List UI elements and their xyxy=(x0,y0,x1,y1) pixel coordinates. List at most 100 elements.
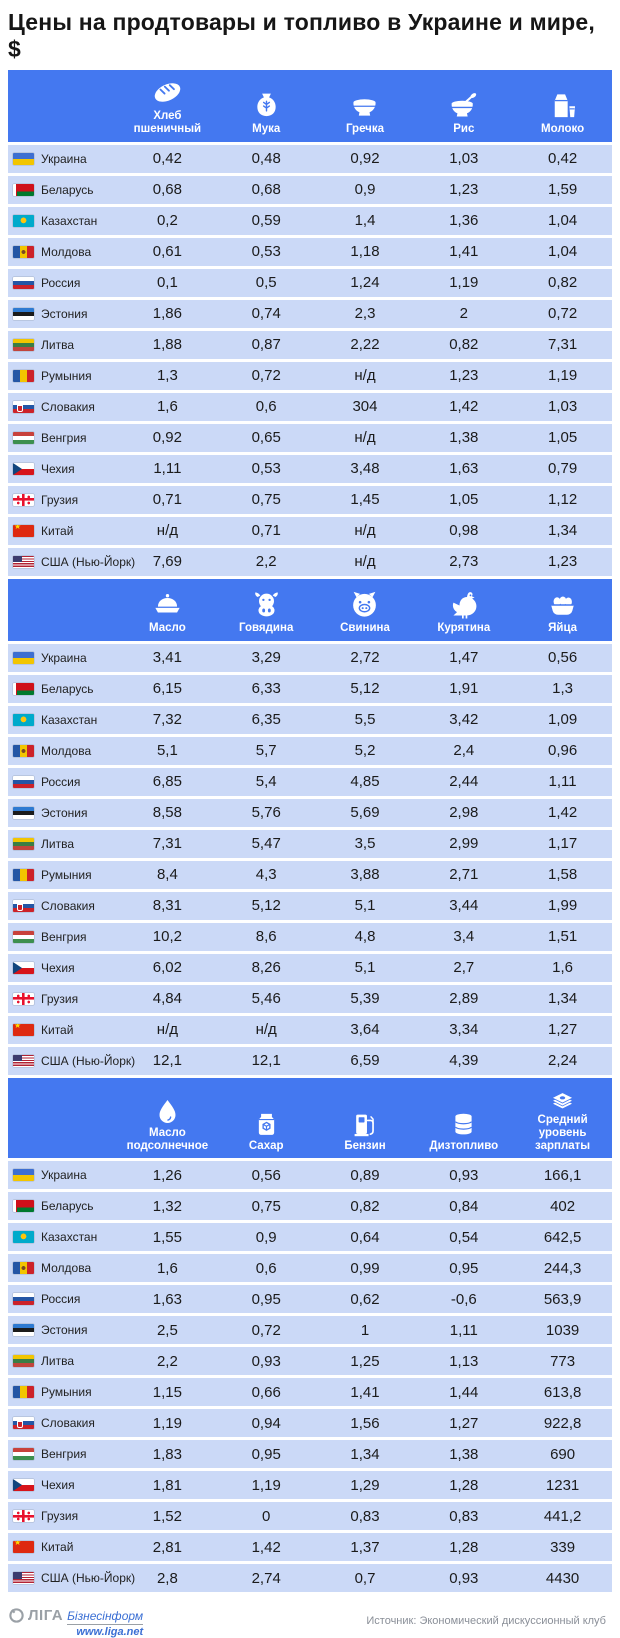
price-value: 5,5 xyxy=(354,711,376,729)
price-value: 1,52 xyxy=(152,1507,182,1525)
price-value: 1,05 xyxy=(449,491,479,509)
price-value: 1,37 xyxy=(350,1538,380,1556)
price-value: 613,8 xyxy=(543,1383,582,1401)
price-value: 1,23 xyxy=(449,181,479,199)
country-cell: Чехия xyxy=(8,961,118,975)
price-value: 1,56 xyxy=(350,1414,380,1432)
price-value: 7,32 xyxy=(152,711,182,729)
price-value: 3,44 xyxy=(449,897,479,915)
price-value: 1,47 xyxy=(449,649,479,667)
price-value: 0,59 xyxy=(251,212,281,230)
country-name: Румыния xyxy=(41,1385,92,1400)
salary-icon xyxy=(549,1085,576,1112)
price-value: 0,72 xyxy=(251,367,281,385)
buckwheat-icon xyxy=(349,90,380,121)
price-value: 5,4 xyxy=(255,773,277,791)
price-value: 0,82 xyxy=(547,274,578,292)
price-value: 1,27 xyxy=(547,1021,578,1039)
price-value: 7,31 xyxy=(152,835,182,853)
price-value: 1,42 xyxy=(547,804,578,822)
price-value: 12,1 xyxy=(152,1052,182,1070)
country-name: Молдова xyxy=(41,743,92,758)
flag-estonia-icon xyxy=(13,1324,34,1337)
country-cell: Литва xyxy=(8,837,118,851)
footer: ЛІГА Бізнесінформ www.liga.net Источник:… xyxy=(0,1595,620,1638)
country-name: Литва xyxy=(41,1354,74,1369)
table-row-slovakia: Словакия 1,6 0,6 304 1,42 1,03 xyxy=(8,392,612,421)
price-value: 1,58 xyxy=(547,866,578,884)
price-value: 0,95 xyxy=(449,1259,479,1277)
country-name: США (Нью-Йорк) xyxy=(41,554,136,569)
country-cell: Украина xyxy=(8,152,118,166)
price-value: 1,32 xyxy=(152,1197,182,1215)
price-value: 2,81 xyxy=(152,1538,182,1556)
price-value: 0,42 xyxy=(547,150,578,168)
country-cell: Китай xyxy=(8,1023,118,1037)
table-row-czechia: Чехия 1,81 1,19 1,29 1,28 1231 xyxy=(8,1471,612,1500)
price-value: 0,72 xyxy=(547,305,578,323)
table-row-usa: США (Нью-Йорк) 7,69 2,2 н/д 2,73 1,23 xyxy=(8,547,612,576)
flag-kazakhstan-icon xyxy=(13,214,34,227)
flag-lithuania-icon xyxy=(13,338,34,351)
price-value: 5,46 xyxy=(251,990,281,1008)
price-value: 8,26 xyxy=(251,959,281,977)
price-value: 2,22 xyxy=(350,336,380,354)
country-cell: Молдова xyxy=(8,1261,118,1275)
table-row-kazakhstan: Казахстан 1,55 0,9 0,64 0,54 642,5 xyxy=(8,1223,612,1252)
price-value: 10,2 xyxy=(152,928,182,946)
country-cell: Словакия xyxy=(8,899,118,913)
chicken-icon xyxy=(448,589,479,620)
column-header: Дизтопливо xyxy=(414,1111,513,1153)
country-cell: Грузия xyxy=(8,992,118,1006)
price-value: 4,39 xyxy=(449,1052,479,1070)
table-row-russia: Россия 0,1 0,5 1,24 1,19 0,82 xyxy=(8,268,612,297)
flag-china-icon xyxy=(13,1541,34,1554)
price-value: 0,72 xyxy=(251,1321,281,1339)
price-value: 0,95 xyxy=(251,1445,281,1463)
price-tables: Хлеб пшеничный Мука Гречка Рис Молоко Украина… xyxy=(8,70,612,1593)
price-value: 1,05 xyxy=(547,429,578,447)
price-value: -0,6 xyxy=(450,1290,477,1308)
table-row-georgia: Грузия 4,84 5,46 5,39 2,89 1,34 xyxy=(8,984,612,1013)
column-label: Свинина xyxy=(340,621,390,634)
liga-url[interactable]: www.liga.net xyxy=(76,1626,144,1638)
price-value: 0,84 xyxy=(449,1197,479,1215)
column-label: Дизтопливо xyxy=(429,1139,499,1152)
price-value: 0,96 xyxy=(547,742,578,760)
flag-czechia-icon xyxy=(13,462,34,475)
column-header: Бензин xyxy=(316,1111,415,1153)
diesel-icon xyxy=(450,1111,477,1138)
table-row-ukraine: Украина 1,26 0,56 0,89 0,93 166,1 xyxy=(8,1161,612,1190)
country-name: Казахстан xyxy=(41,213,98,228)
liga-logo: ЛІГА Бізнесінформ www.liga.net xyxy=(8,1607,144,1638)
column-header: Свинина xyxy=(316,589,415,635)
price-value: 5,12 xyxy=(350,680,380,698)
country-name: Грузия xyxy=(41,1509,79,1524)
country-cell: Беларусь xyxy=(8,183,118,197)
price-value: 1039 xyxy=(545,1321,580,1339)
price-value: 0,89 xyxy=(350,1166,380,1184)
price-value: 1,26 xyxy=(152,1166,182,1184)
column-header: Масло xyxy=(118,589,217,635)
flag-czechia-icon xyxy=(13,961,34,974)
price-value: 0,92 xyxy=(350,150,380,168)
flag-kazakhstan-icon xyxy=(13,713,34,726)
column-label: Мука xyxy=(252,122,281,135)
flag-belarus-icon xyxy=(13,183,34,196)
table-header: Масло подсолнечное Сахар Бензин Дизтопливо С… xyxy=(8,1077,612,1159)
price-value: 1,83 xyxy=(152,1445,182,1463)
price-value: 0,9 xyxy=(354,181,376,199)
price-value: 2,2 xyxy=(255,553,277,571)
beef-icon xyxy=(251,589,282,620)
price-value: 4,8 xyxy=(354,928,376,946)
price-value: 0,9 xyxy=(255,1228,277,1246)
price-value: 1,12 xyxy=(547,491,578,509)
table-row-romania: Румыния 1,15 0,66 1,41 1,44 613,8 xyxy=(8,1378,612,1407)
table-row-lithuania: Литва 1,88 0,87 2,22 0,82 7,31 xyxy=(8,330,612,359)
price-value: 0,71 xyxy=(251,522,281,540)
table-row-estonia: Эстония 2,5 0,72 1 1,11 1039 xyxy=(8,1316,612,1345)
price-value: 6,59 xyxy=(350,1052,380,1070)
country-name: Китай xyxy=(41,1540,74,1555)
price-value: 1,99 xyxy=(547,897,578,915)
country-name: Чехия xyxy=(41,1478,75,1493)
